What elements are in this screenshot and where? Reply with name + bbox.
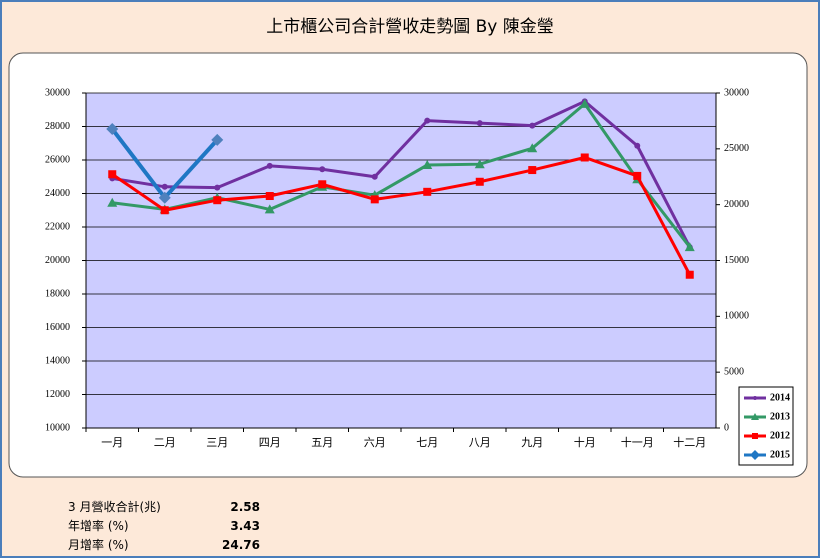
x-tick-label: 十一月 (621, 435, 654, 449)
summary-value: 24.76 (222, 538, 260, 552)
marker (158, 191, 171, 204)
marker (370, 195, 379, 204)
marker (423, 187, 432, 196)
legend-label: 2012 (770, 430, 790, 441)
marker (266, 162, 273, 169)
summary-row: 年增率 (%) 3.43 (68, 517, 260, 534)
x-tick-label: 四月 (259, 436, 281, 449)
marker (211, 133, 224, 146)
marker (579, 98, 590, 108)
marker (160, 206, 169, 215)
summary-label: 年增率 (%) (68, 519, 129, 533)
summary-value: 3.43 (230, 519, 260, 533)
marker (528, 166, 537, 175)
y-tick-label: 30000 (45, 87, 70, 98)
marker (634, 142, 641, 149)
summary-row: 3 月營收合計(兆) 2.58 (68, 498, 260, 515)
y2-tick-label: 15000 (724, 255, 749, 266)
marker (685, 270, 694, 279)
y-tick-label: 18000 (45, 288, 70, 299)
marker (214, 184, 221, 191)
marker (751, 413, 759, 420)
marker (213, 196, 222, 205)
marker (529, 122, 536, 129)
marker (752, 433, 758, 439)
x-tick-label: 九月 (521, 436, 543, 449)
marker (422, 160, 433, 170)
x-tick-label: 十月 (574, 435, 596, 449)
y2-tick-label: 5000 (724, 366, 744, 377)
y-tick-label: 20000 (45, 255, 70, 266)
y2-tick-label: 25000 (724, 143, 749, 154)
marker (474, 159, 485, 169)
marker (475, 177, 484, 186)
y-tick-label: 24000 (45, 188, 70, 199)
marker (753, 396, 757, 400)
x-tick-label: 七月 (416, 436, 438, 449)
y-tick-label: 22000 (45, 221, 70, 232)
series-line (111, 155, 692, 276)
series-line (112, 101, 691, 249)
y2-tick-label: 10000 (724, 311, 749, 322)
marker (476, 120, 483, 127)
summary-label: 3 月營收合計(兆) (68, 500, 161, 514)
marker (264, 204, 275, 214)
y2-tick-label: 30000 (724, 87, 749, 98)
chart: 上市櫃公司合計營收走勢圖 By 陳金瑩 10000 12000 14000 16000… (8, 17, 808, 478)
y2-tick-label: 0 (724, 422, 729, 433)
marker (750, 450, 760, 460)
legend-label: 2014 (770, 392, 790, 403)
series (108, 153, 694, 279)
y-tick-label: 28000 (45, 121, 70, 132)
marker (684, 242, 695, 252)
marker (319, 166, 326, 173)
summary-value: 2.58 (230, 500, 260, 514)
y-tick-label: 26000 (45, 154, 70, 165)
summary-row: 月增率 (%) 24.76 (68, 536, 260, 553)
x-tick-label: 八月 (469, 436, 491, 449)
marker (424, 117, 431, 124)
marker (107, 197, 118, 207)
legend-label: 2015 (770, 449, 790, 460)
series-line (112, 99, 692, 248)
marker (106, 123, 119, 136)
marker (318, 180, 327, 189)
series (106, 123, 224, 204)
x-tick-label: 六月 (364, 436, 386, 449)
marker (108, 170, 117, 179)
summary-label: 月增率 (%) (68, 538, 129, 552)
x-tick-label: 三月 (206, 436, 228, 449)
y-tick-label: 16000 (45, 322, 70, 333)
marker (161, 183, 168, 190)
x-tick-label: 十二月 (673, 435, 706, 449)
y-tick-label: 14000 (45, 355, 70, 366)
marker (633, 171, 642, 180)
marker (580, 153, 589, 162)
legend-label: 2013 (770, 411, 790, 422)
legend-box (738, 386, 794, 466)
x-tick-label: 二月 (154, 436, 176, 449)
y-tick-label: 12000 (45, 389, 70, 400)
marker (371, 173, 378, 180)
marker (527, 143, 538, 153)
x-tick-label: 五月 (311, 436, 333, 449)
y2-tick-label: 20000 (724, 199, 749, 210)
legend: 2014 2013 2012 2015 (738, 386, 794, 466)
x-tick-label: 一月 (101, 436, 123, 449)
chart-title: 上市櫃公司合計營收走勢圖 By 陳金瑩 (266, 17, 554, 37)
y-tick-label: 10000 (45, 422, 70, 433)
marker (265, 192, 274, 201)
